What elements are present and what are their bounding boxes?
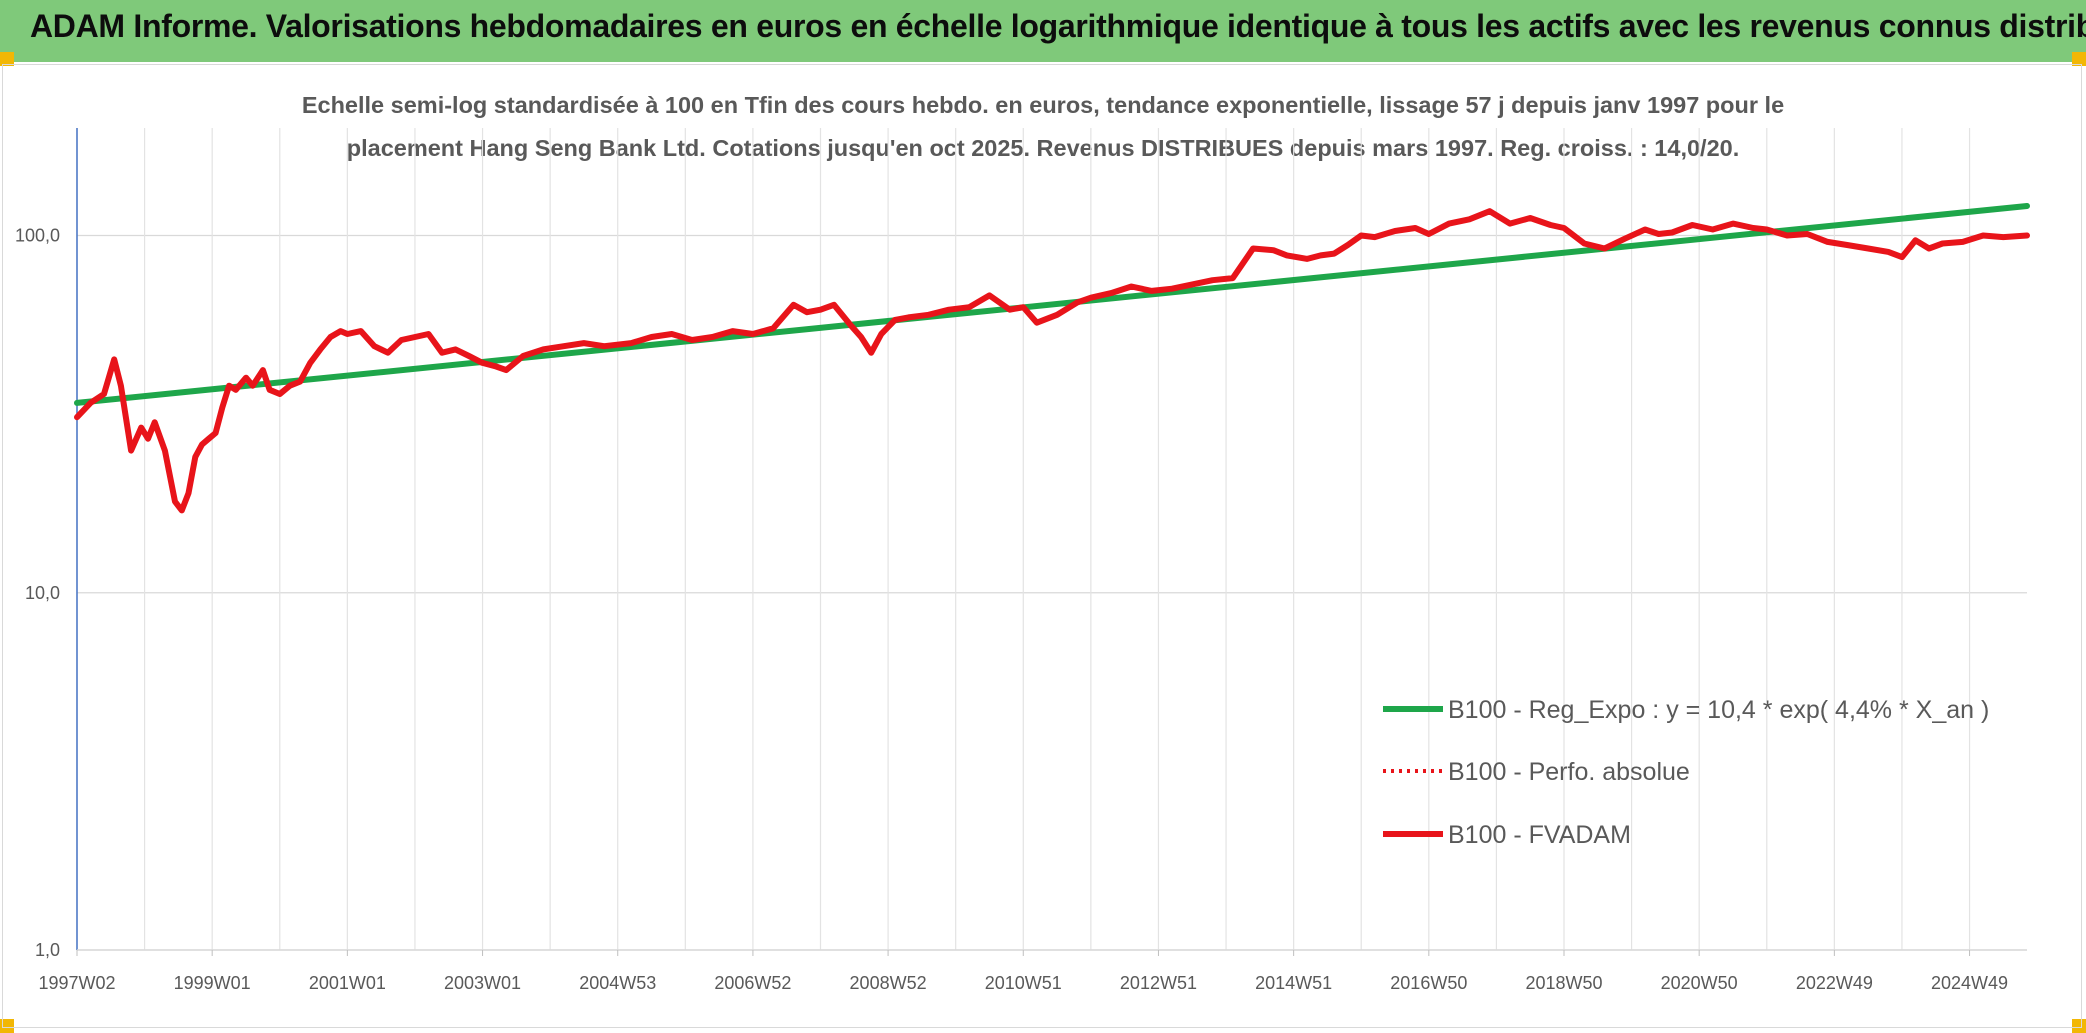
chart-subtitle-line: Echelle semi-log standardisée à 100 en T… <box>302 92 1784 118</box>
legend-label: B100 - FVADAM <box>1448 821 1631 849</box>
x-tick-label: 2014W51 <box>1255 973 1332 993</box>
report-header: ADAM Informe. Valorisations hebdomadaire… <box>0 0 2086 62</box>
x-tick-label: 2010W51 <box>985 973 1062 993</box>
chart-axes: 1,0 10,0 100,0 1997W02 1999W01 2001W01 2003W01… <box>15 128 2027 993</box>
chart-subtitle-line: placement Hang Seng Bank Ltd. Cotations … <box>347 135 1740 161</box>
x-tick-label: 1999W01 <box>174 973 251 993</box>
chart-subtitle: Echelle semi-log standardisée à 100 en T… <box>302 92 1784 161</box>
corner-marker-bottom-right <box>2072 1019 2086 1033</box>
corner-marker-top-right <box>2072 52 2086 66</box>
x-tick-label: 2004W53 <box>579 973 656 993</box>
report-title: ADAM Informe. Valorisations hebdomadaire… <box>30 8 2086 44</box>
y-tick-label: 1,0 <box>35 940 60 960</box>
corner-marker-top-left <box>0 52 14 66</box>
fvadam-line <box>74 208 2030 514</box>
chart-legend: B100 - Reg_Expo : y = 10,4 * exp( 4,4% *… <box>1383 696 1989 849</box>
x-tick-label: 2001W01 <box>309 973 386 993</box>
y-tick-label: 10,0 <box>25 583 60 603</box>
x-tick-label: 2022W49 <box>1796 973 1873 993</box>
x-tick-label: 2018W50 <box>1525 973 1602 993</box>
regression-trend-line <box>74 203 2030 406</box>
x-tick-label: 2016W50 <box>1390 973 1467 993</box>
chart-series <box>74 203 2030 514</box>
legend-label: B100 - Perfo. absolue <box>1448 758 1690 786</box>
x-tick-label: 2012W51 <box>1120 973 1197 993</box>
chart-grid <box>76 128 2027 951</box>
x-tick-label: 2006W52 <box>714 973 791 993</box>
x-tick-label: 2024W49 <box>1931 973 2008 993</box>
x-tick-label: 1997W02 <box>38 973 115 993</box>
corner-marker-bottom-left <box>0 1019 14 1033</box>
legend-label: B100 - Reg_Expo : y = 10,4 * exp( 4,4% *… <box>1448 696 1989 724</box>
x-tick-label: 2020W50 <box>1661 973 1738 993</box>
chart-frame <box>2 64 2082 1028</box>
x-tick-label: 2003W01 <box>444 973 521 993</box>
y-tick-label: 100,0 <box>15 226 60 246</box>
x-tick-label: 2008W52 <box>850 973 927 993</box>
